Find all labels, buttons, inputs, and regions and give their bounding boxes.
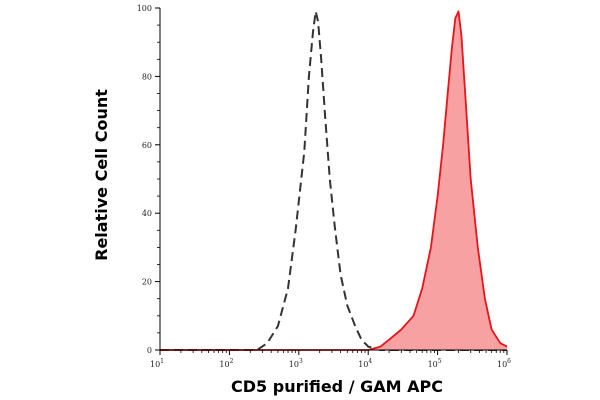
y-tick-label: 20 <box>142 278 152 287</box>
y-axis-title: Relative Cell Count <box>92 89 111 261</box>
x-tick-label: 105 <box>428 358 442 369</box>
y-tick-label: 0 <box>147 346 152 355</box>
x-tick-label: 103 <box>289 358 303 369</box>
plot-area <box>160 10 508 351</box>
series-1-line <box>160 10 507 351</box>
x-tick-label: 104 <box>358 358 372 369</box>
x-tick-label: 102 <box>219 358 233 369</box>
series-2-line <box>160 10 508 351</box>
x-axis-title: CD5 purified / GAM APC <box>231 377 443 396</box>
y-axis-ticks: 0 20 40 60 80 100 <box>137 4 160 355</box>
y-tick-label: 100 <box>137 4 152 13</box>
x-axis-ticks: 101 102 103 104 105 106 <box>150 350 511 369</box>
x-tick-label: 101 <box>150 358 164 369</box>
y-tick-label: 80 <box>142 72 152 81</box>
y-tick-label: 60 <box>142 141 152 150</box>
x-tick-label: 106 <box>497 358 511 369</box>
y-tick-label: 40 <box>142 209 152 218</box>
series-2-area <box>160 11 507 351</box>
